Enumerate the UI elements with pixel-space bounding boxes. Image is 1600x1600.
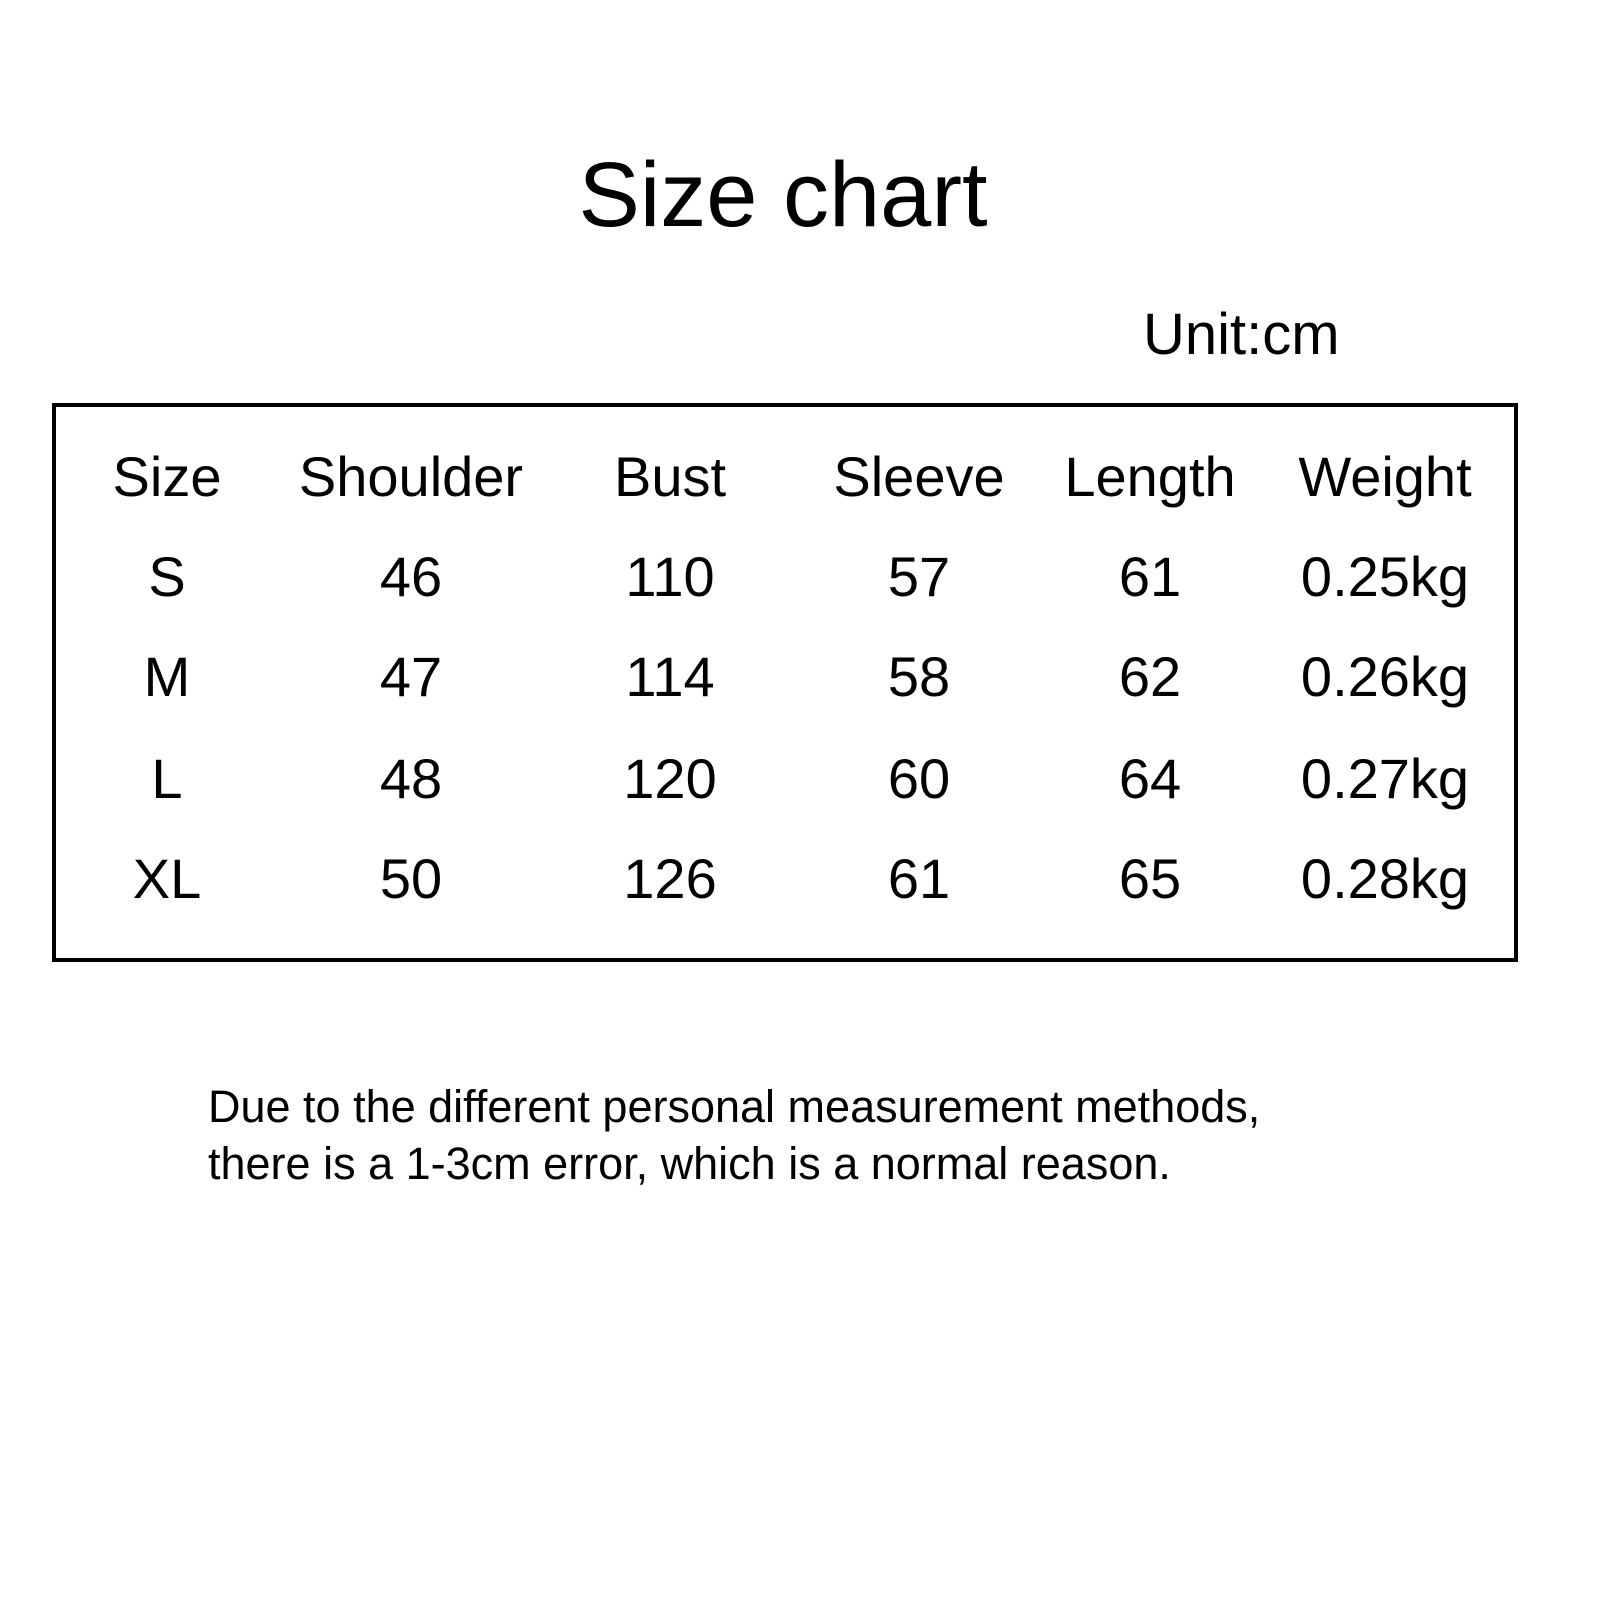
table-cell: 46 bbox=[379, 545, 443, 608]
note-line-2: there is a 1-3cm error, which is a norma… bbox=[208, 1138, 1171, 1189]
measurement-note: Due to the different personal measuremen… bbox=[208, 1078, 1260, 1192]
table-cell: 47 bbox=[379, 645, 443, 708]
table-cell: M bbox=[143, 645, 191, 708]
column-header: Length bbox=[1064, 445, 1236, 508]
table-cell: L bbox=[151, 747, 183, 810]
table-cell: 64 bbox=[1118, 747, 1182, 810]
table-cell: 0.26kg bbox=[1300, 645, 1470, 708]
page-title: Size chart bbox=[578, 144, 988, 246]
table-cell: 48 bbox=[379, 747, 443, 810]
table-cell: 57 bbox=[887, 545, 951, 608]
note-line-1: Due to the different personal measuremen… bbox=[208, 1081, 1261, 1132]
table-row: S 46 110 57 61 0.25kg bbox=[56, 542, 1514, 612]
column-header: Size bbox=[112, 445, 222, 508]
table-cell: 61 bbox=[887, 847, 951, 910]
table-cell: 114 bbox=[625, 645, 715, 708]
column-header: Sleeve bbox=[833, 445, 1005, 508]
column-header: Shoulder bbox=[298, 445, 524, 508]
table-cell: 0.28kg bbox=[1300, 847, 1470, 910]
table-cell: 0.27kg bbox=[1300, 747, 1470, 810]
table-cell: XL bbox=[132, 847, 202, 910]
table-header-row: Size Shoulder Bust Sleeve Length Weight bbox=[56, 442, 1514, 512]
table-cell: 0.25kg bbox=[1300, 545, 1470, 608]
unit-label: Unit:cm bbox=[1143, 302, 1340, 367]
table-cell: 50 bbox=[379, 847, 443, 910]
table-cell: 110 bbox=[625, 545, 715, 608]
table-cell: 61 bbox=[1118, 545, 1182, 608]
column-header: Bust bbox=[613, 445, 727, 508]
size-table: Size Shoulder Bust Sleeve Length Weight S 46 110… bbox=[52, 403, 1518, 962]
table-cell: 58 bbox=[887, 645, 951, 708]
column-header: Weight bbox=[1298, 445, 1472, 508]
table-cell: 65 bbox=[1118, 847, 1182, 910]
table-cell: 126 bbox=[623, 847, 717, 910]
table-cell: 60 bbox=[887, 747, 951, 810]
table-row: M 47 114 58 62 0.26kg bbox=[56, 642, 1514, 712]
table-cell: S bbox=[148, 545, 186, 608]
table-row: XL 50 126 61 65 0.28kg bbox=[56, 844, 1514, 914]
table-cell: 62 bbox=[1118, 645, 1182, 708]
table-row: L 48 120 60 64 0.27kg bbox=[56, 744, 1514, 814]
table-cell: 120 bbox=[623, 747, 717, 810]
